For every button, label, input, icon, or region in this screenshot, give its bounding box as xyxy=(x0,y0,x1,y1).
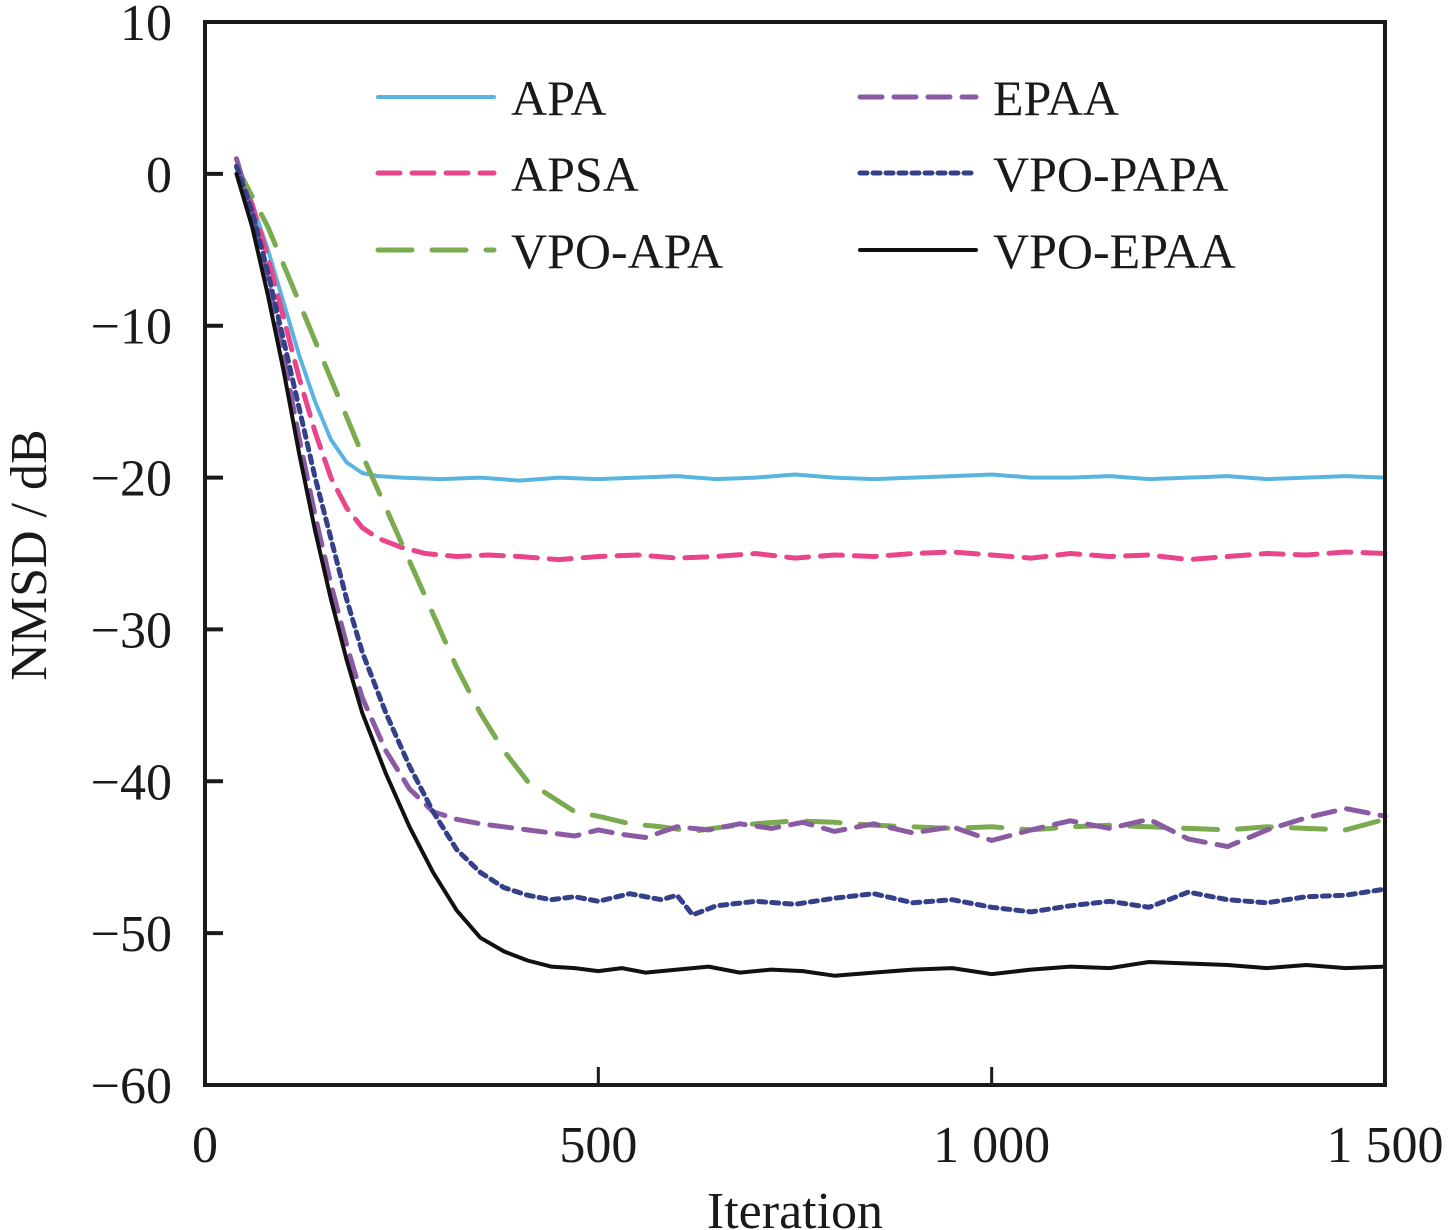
legend-label: VPO-EPAA xyxy=(993,223,1236,279)
plot-area-frame xyxy=(203,20,1387,1087)
legend-item-vpo-epaa: VPO-EPAA xyxy=(858,223,1236,279)
x-tick-label: 1 500 xyxy=(1327,1117,1444,1174)
y-tick-label: −60 xyxy=(91,1058,172,1115)
y-tick-label: 0 xyxy=(146,147,172,204)
x-tick-label: 500 xyxy=(559,1117,637,1174)
y-tick-label: 10 xyxy=(120,0,172,52)
legend-label: APA xyxy=(511,70,606,126)
legend-item-apsa: APSA xyxy=(375,146,639,202)
legend-label: VPO-APA xyxy=(511,223,723,279)
y-tick-label: −10 xyxy=(91,299,172,356)
legend-label: EPAA xyxy=(993,70,1119,126)
x-axis-title: Iteration xyxy=(707,1183,883,1230)
y-axis-title: NMSD / dB xyxy=(1,429,58,680)
series-line-vpo-papa xyxy=(234,163,1388,918)
legend-item-vpo-apa: VPO-APA xyxy=(375,223,723,279)
y-tick-label: −40 xyxy=(91,754,172,811)
legend-item-epaa: EPAA xyxy=(857,70,1119,126)
legend-label: APSA xyxy=(511,146,639,202)
x-tick-label: 1 000 xyxy=(933,1117,1050,1174)
x-tick-label: 0 xyxy=(192,1117,218,1174)
series-line-apsa xyxy=(234,163,1388,563)
y-tick-label: −30 xyxy=(91,602,172,659)
series-layer xyxy=(234,156,1388,978)
legend-item-apa: APA xyxy=(376,70,606,126)
series-line-epaa xyxy=(234,156,1388,850)
y-tick-label: −20 xyxy=(91,451,172,508)
tick-labels: 10 0 −10 −20 −30 −40 −50 −60 0 500 1 000 1 500 xyxy=(91,0,1444,1174)
legend-item-vpo-papa: VPO-PAPA xyxy=(857,146,1228,202)
legend-label: VPO-PAPA xyxy=(993,146,1228,202)
legend: APA APSA VPO-APA EPAA VPO-PAPA VPO-EPAA xyxy=(375,70,1236,279)
series-line-apa xyxy=(234,164,1387,483)
axis-ticks xyxy=(205,171,994,1085)
series-line-vpo-epaa xyxy=(234,171,1387,978)
y-tick-label: −50 xyxy=(91,906,172,963)
